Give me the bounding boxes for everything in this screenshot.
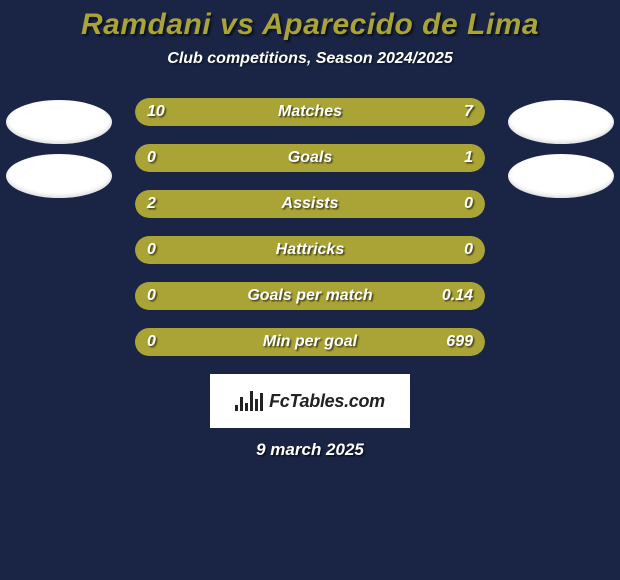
bar-value-right: 7 <box>464 98 473 126</box>
bar-chart-icon <box>235 391 263 411</box>
team-right-avatar <box>508 154 614 198</box>
bar-label: Assists <box>135 190 485 218</box>
chart-row: Goals per match0 0.14 <box>135 282 485 310</box>
bar-value-left: 0 <box>147 144 156 172</box>
chart-row: Matches10 7 <box>135 98 485 126</box>
bar-label: Goals <box>135 144 485 172</box>
page-title: Ramdani vs Aparecido de Lima <box>0 0 620 42</box>
player-left-avatar <box>6 100 112 144</box>
bar-label: Goals per match <box>135 282 485 310</box>
watermark: FcTables.com <box>210 374 410 428</box>
bar-value-left: 2 <box>147 190 156 218</box>
bar-value-right: 0.14 <box>442 282 473 310</box>
bar-value-left: 0 <box>147 328 156 356</box>
bar-label: Hattricks <box>135 236 485 264</box>
player-right-avatar <box>508 100 614 144</box>
bar-value-right: 699 <box>446 328 473 356</box>
chart-row: Min per goal0 699 <box>135 328 485 356</box>
chart-rows: Matches107Goals01Assists20Hattricks00Goa… <box>135 98 485 356</box>
chart-row: Assists2 0 <box>135 190 485 218</box>
team-left-avatar <box>6 154 112 198</box>
bar-label: Matches <box>135 98 485 126</box>
chart-row: Hattricks0 0 <box>135 236 485 264</box>
bar-value-right: 1 <box>464 144 473 172</box>
bar-value-left: 0 <box>147 282 156 310</box>
comparison-chart: Matches107Goals01Assists20Hattricks00Goa… <box>0 98 620 356</box>
bar-value-left: 10 <box>147 98 165 126</box>
chart-row: Goals0 1 <box>135 144 485 172</box>
date-text: 9 march 2025 <box>0 440 620 460</box>
bar-value-left: 0 <box>147 236 156 264</box>
bar-label: Min per goal <box>135 328 485 356</box>
watermark-text: FcTables.com <box>269 391 385 412</box>
bar-value-right: 0 <box>464 190 473 218</box>
bar-value-right: 0 <box>464 236 473 264</box>
subtitle: Club competitions, Season 2024/2025 <box>0 50 620 68</box>
